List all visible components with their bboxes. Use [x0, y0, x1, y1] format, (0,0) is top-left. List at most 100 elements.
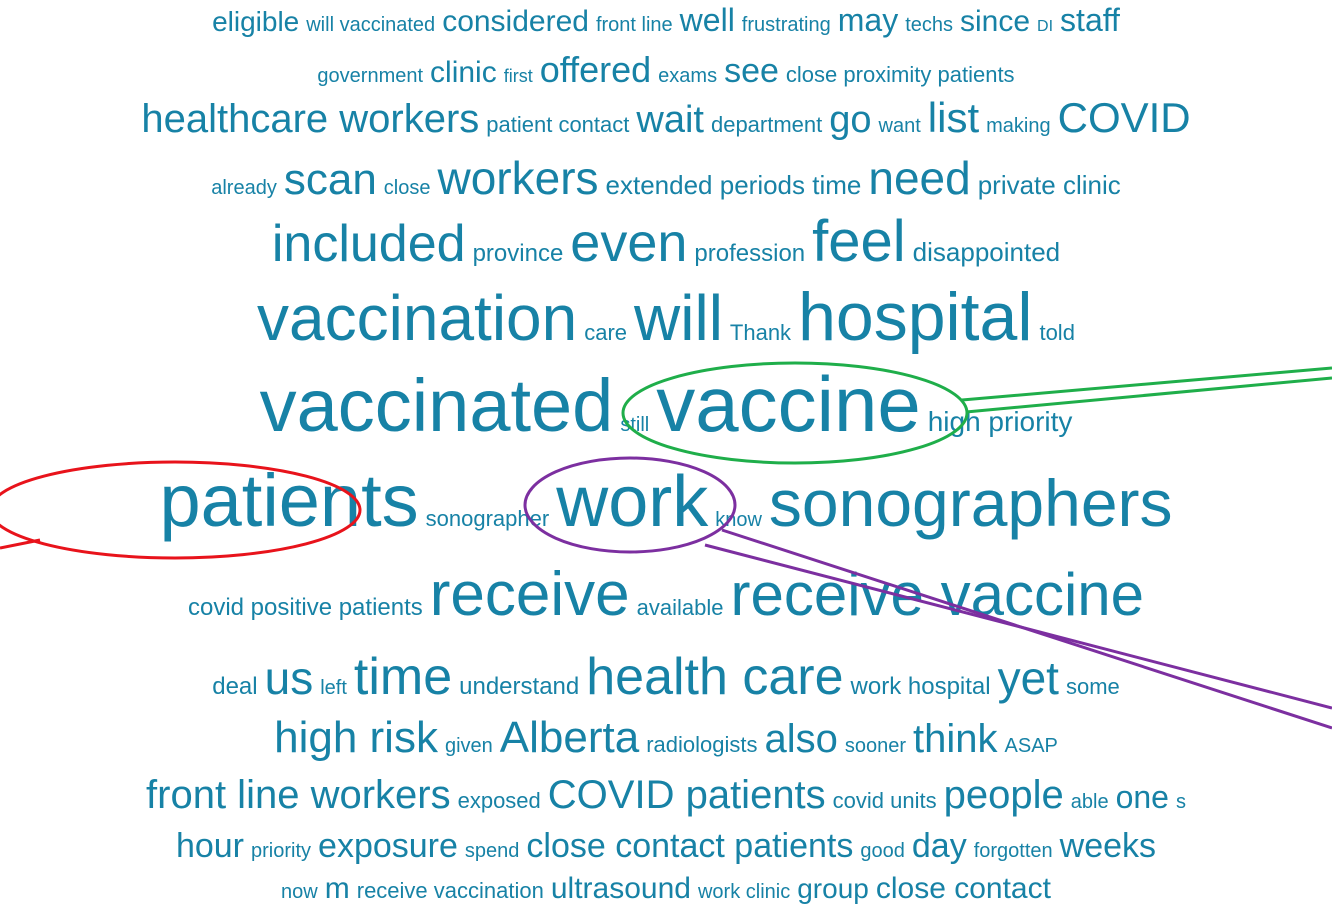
- word: staff: [1060, 2, 1120, 39]
- word: close contact: [875, 871, 1051, 905]
- word: front line workers: [146, 773, 451, 817]
- word: covid units: [832, 788, 937, 813]
- word: private clinic: [977, 169, 1121, 200]
- word-row: covid positive patients receive available r…: [0, 559, 1332, 629]
- word: Thank: [729, 319, 792, 345]
- word: s: [1175, 791, 1186, 813]
- word-row: eligible will vaccinated considered front l…: [0, 4, 1332, 37]
- word: considered: [442, 5, 589, 39]
- word-row: hour priority exposure spend close contact p…: [0, 829, 1332, 863]
- word-row: included province even profession feel disapp…: [0, 213, 1332, 271]
- word: DI: [1037, 18, 1054, 36]
- red-callout: [0, 538, 41, 550]
- word: extended periods time: [605, 169, 862, 200]
- word: receive: [429, 559, 630, 629]
- word: healthcare workers: [141, 96, 480, 141]
- word: exams: [658, 65, 718, 88]
- word: hospital: [798, 278, 1033, 355]
- word: one: [1115, 779, 1169, 815]
- word: work hospital: [850, 673, 991, 701]
- word: disappointed: [912, 237, 1061, 268]
- word: work clinic: [697, 880, 791, 903]
- word: well: [679, 2, 735, 39]
- word: understand: [459, 673, 580, 701]
- word: know: [715, 509, 762, 532]
- word: offered: [539, 49, 652, 91]
- word: vaccinated: [259, 364, 614, 448]
- word: COVID patients: [547, 773, 826, 817]
- word: eligible: [212, 6, 300, 38]
- word-row: now m receive vaccination ultrasound work cl…: [0, 871, 1332, 905]
- word: COVID: [1057, 93, 1191, 141]
- word-row: already scan close workers extended periods …: [0, 155, 1332, 202]
- word: patients: [159, 459, 419, 543]
- word: left: [320, 677, 347, 700]
- word: department: [710, 111, 823, 137]
- word: will vaccinated: [306, 14, 436, 37]
- word-row: vaccination care will Thank hospital told: [0, 283, 1332, 351]
- word-row: patients sonographer work know sonographers: [0, 459, 1332, 543]
- word: high risk: [274, 712, 438, 762]
- word-row: healthcare workers patient contact wait dep…: [0, 93, 1332, 141]
- word: will: [634, 281, 723, 354]
- word-row: government clinic first offered exams see clos…: [0, 49, 1332, 91]
- word: able: [1070, 791, 1109, 813]
- word: included: [271, 215, 466, 274]
- word: weeks: [1059, 827, 1157, 866]
- word: hour: [175, 827, 245, 866]
- word: receive vaccination: [356, 877, 544, 903]
- word: even: [570, 213, 688, 274]
- word: profession: [694, 240, 806, 268]
- word: work: [556, 462, 709, 543]
- word: since: [960, 5, 1031, 39]
- word: sonographer: [425, 506, 550, 532]
- word: receive vaccine: [730, 560, 1145, 628]
- word: frustrating: [741, 14, 831, 37]
- word: exposure: [318, 827, 458, 866]
- word: told: [1039, 319, 1075, 345]
- word: think: [913, 716, 998, 761]
- word: close contact patients: [526, 827, 854, 866]
- word: patient contact: [486, 111, 630, 137]
- word: close proximity patients: [785, 62, 1015, 88]
- word: forgotten: [973, 840, 1053, 863]
- word: province: [472, 240, 564, 268]
- word: clinic: [430, 56, 497, 90]
- word: now: [281, 880, 318, 903]
- word: exposed: [457, 788, 541, 813]
- word-row: high risk given Alberta radiologists also soo…: [0, 712, 1332, 762]
- word: some: [1065, 674, 1120, 700]
- word: go: [829, 98, 872, 141]
- word: yet: [997, 652, 1059, 705]
- word: people: [943, 773, 1064, 817]
- word: need: [868, 151, 971, 204]
- word: ASAP: [1004, 734, 1058, 757]
- word: first: [503, 66, 533, 87]
- word: group: [797, 872, 869, 904]
- word: already: [211, 176, 277, 199]
- word: also: [764, 716, 838, 761]
- word: high priority: [927, 406, 1073, 438]
- word: available: [636, 594, 724, 620]
- word: day: [911, 827, 967, 866]
- word: radiologists: [646, 731, 758, 757]
- word: priority: [251, 840, 312, 863]
- word: government: [317, 65, 424, 88]
- word: still: [620, 414, 650, 437]
- word: m: [324, 871, 350, 905]
- word: see: [724, 52, 779, 91]
- word: spend: [464, 840, 520, 863]
- word: health care: [586, 648, 844, 707]
- word: may: [837, 2, 899, 39]
- word-row: front line workers exposed COVID patients c…: [0, 775, 1332, 815]
- word: vaccination: [257, 281, 578, 354]
- word: good: [860, 840, 905, 863]
- word: vaccine: [656, 360, 921, 449]
- word: covid positive patients: [187, 593, 423, 621]
- word: care: [584, 319, 628, 345]
- word: ultrasound: [550, 871, 691, 905]
- word: techs: [905, 14, 953, 37]
- word: Alberta: [499, 712, 640, 762]
- word: want: [878, 114, 921, 137]
